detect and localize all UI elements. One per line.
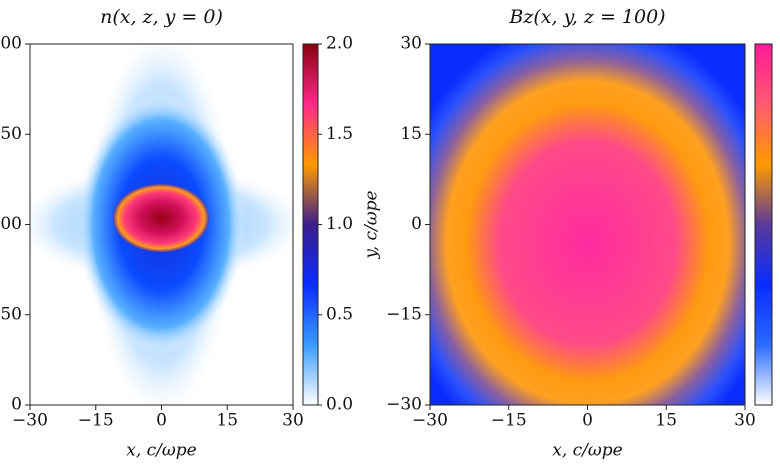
x-axis-label: x, c/ωpe <box>126 441 196 461</box>
chart-title: n(x, z, y = 0) <box>100 6 223 28</box>
x-axis-label: x, c/ωpe <box>552 441 622 461</box>
x-tick-label: −15 <box>78 411 114 431</box>
y-tick-label: 15 <box>400 124 422 144</box>
colorbar-tick-label: 0.0 <box>326 395 353 415</box>
y-tick-label: 50 <box>0 304 22 324</box>
density-map <box>30 44 293 405</box>
y-tick-label: 100 <box>0 214 22 234</box>
colorbar-tick-label: 0.5 <box>326 304 353 324</box>
y-tick-label: −30 <box>386 395 422 415</box>
y-axis-label: y, c/ωpe <box>362 190 382 259</box>
x-tick-label: −30 <box>412 411 448 431</box>
field-map <box>430 44 745 405</box>
y-tick-label: 150 <box>0 124 22 144</box>
colorbar-tick-label: 1.0 <box>326 214 353 234</box>
x-tick-label: 30 <box>282 411 304 431</box>
y-tick-label: 0 <box>411 214 422 234</box>
y-tick-label: 30 <box>400 34 422 54</box>
colorbar-tick-label: 2.0 <box>326 34 353 54</box>
colorbar-tick-label: 1.5 <box>326 124 353 144</box>
y-tick-label: 0 <box>11 395 22 415</box>
chart-title: Bz(x, y, z = 100) <box>508 6 665 28</box>
x-tick-label: 15 <box>655 411 677 431</box>
x-tick-label: 0 <box>156 411 167 431</box>
y-tick-label: −15 <box>386 304 422 324</box>
x-tick-label: 0 <box>582 411 593 431</box>
colorbar <box>754 43 773 406</box>
x-tick-label: 30 <box>734 411 756 431</box>
y-tick-label: 200 <box>0 34 22 54</box>
x-tick-label: 15 <box>216 411 238 431</box>
x-tick-label: −30 <box>12 411 48 431</box>
colorbar <box>302 43 319 406</box>
x-tick-label: −15 <box>491 411 527 431</box>
